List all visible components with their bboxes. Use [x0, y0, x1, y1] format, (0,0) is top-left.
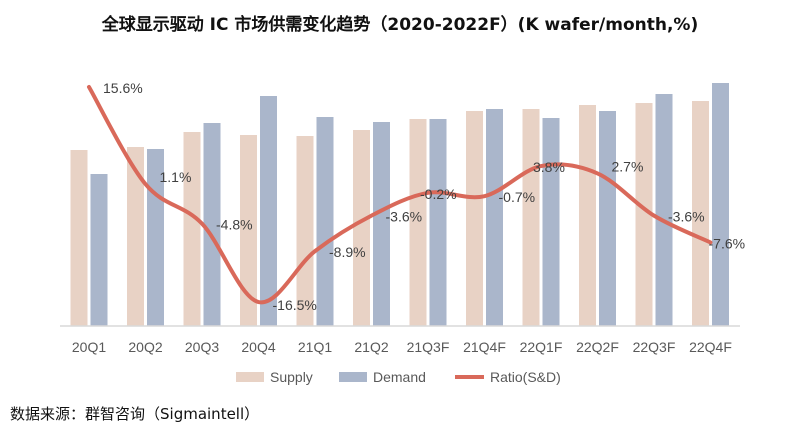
supply-bar: [692, 101, 709, 326]
ratio-data-label: 2.7%: [612, 158, 644, 174]
ratio-data-label: 1.1%: [160, 169, 192, 185]
supply-bar: [635, 103, 653, 326]
demand-bar: [599, 111, 616, 326]
ratio-data-label: -3.6%: [386, 209, 423, 225]
x-tick-label: 21Q4F: [463, 339, 506, 355]
x-tick-label: 22Q4F: [689, 339, 732, 355]
ratio-data-label: -0.7%: [499, 189, 536, 205]
supply-bar: [579, 105, 596, 326]
x-tick-label: 21Q3F: [407, 339, 450, 355]
chart-title: 全球显示驱动 IC 市场供需变化趋势（2020-2022F）(K wafer/m…: [101, 15, 699, 35]
x-tick-label: 22Q1F: [520, 339, 563, 355]
ratio-data-label: -4.8%: [216, 217, 253, 233]
supply-bar: [70, 150, 88, 326]
legend-supply-swatch: [236, 372, 264, 382]
demand-bar: [90, 174, 108, 326]
ratio-data-label: -7.6%: [709, 235, 746, 251]
ratio-line: [87, 84, 713, 305]
supply-bar: [296, 136, 314, 326]
legend-ratio-label: Ratio(S&D): [490, 369, 561, 385]
demand-bar: [316, 117, 334, 326]
supply-bar: [183, 132, 201, 326]
ratio-data-label: -16.5%: [273, 297, 317, 313]
x-tick-label: 20Q1: [72, 339, 106, 355]
demand-bar: [203, 123, 221, 326]
ratio-data-label: -0.2%: [420, 186, 457, 202]
legend-demand-label: Demand: [373, 369, 426, 385]
ratio-data-label: -3.6%: [668, 209, 705, 225]
supply-bar: [353, 130, 370, 326]
supply-bar: [522, 109, 540, 326]
demand-bar: [655, 94, 673, 326]
x-tick-label: 20Q4: [241, 339, 275, 355]
legend-demand-swatch: [339, 372, 367, 382]
x-tick-label: 20Q3: [185, 339, 219, 355]
x-tick-label: 21Q1: [298, 339, 332, 355]
supply-bar: [466, 111, 483, 326]
demand-bar: [429, 119, 447, 326]
x-tick-label: 22Q3F: [633, 339, 676, 355]
supply-bar: [240, 135, 257, 326]
legend-supply-label: Supply: [270, 369, 313, 385]
ratio-data-label: 3.8%: [533, 159, 565, 175]
x-tick-label: 22Q2F: [576, 339, 619, 355]
source-note: 数据来源：群智咨询（Sigmaintell）: [10, 405, 260, 423]
demand-bar: [542, 118, 560, 326]
demand-bar: [712, 83, 729, 326]
x-tick-label: 21Q2: [354, 339, 388, 355]
demand-bar: [260, 96, 277, 326]
supply-bar: [127, 147, 144, 326]
ratio-data-label: 15.6%: [103, 80, 143, 96]
demand-bar: [486, 109, 503, 326]
supply-bar: [409, 119, 427, 326]
x-tick-label: 20Q2: [128, 339, 162, 355]
demand-bar: [147, 149, 164, 326]
ratio-data-label: -8.9%: [329, 244, 366, 260]
demand-bar: [373, 122, 390, 326]
